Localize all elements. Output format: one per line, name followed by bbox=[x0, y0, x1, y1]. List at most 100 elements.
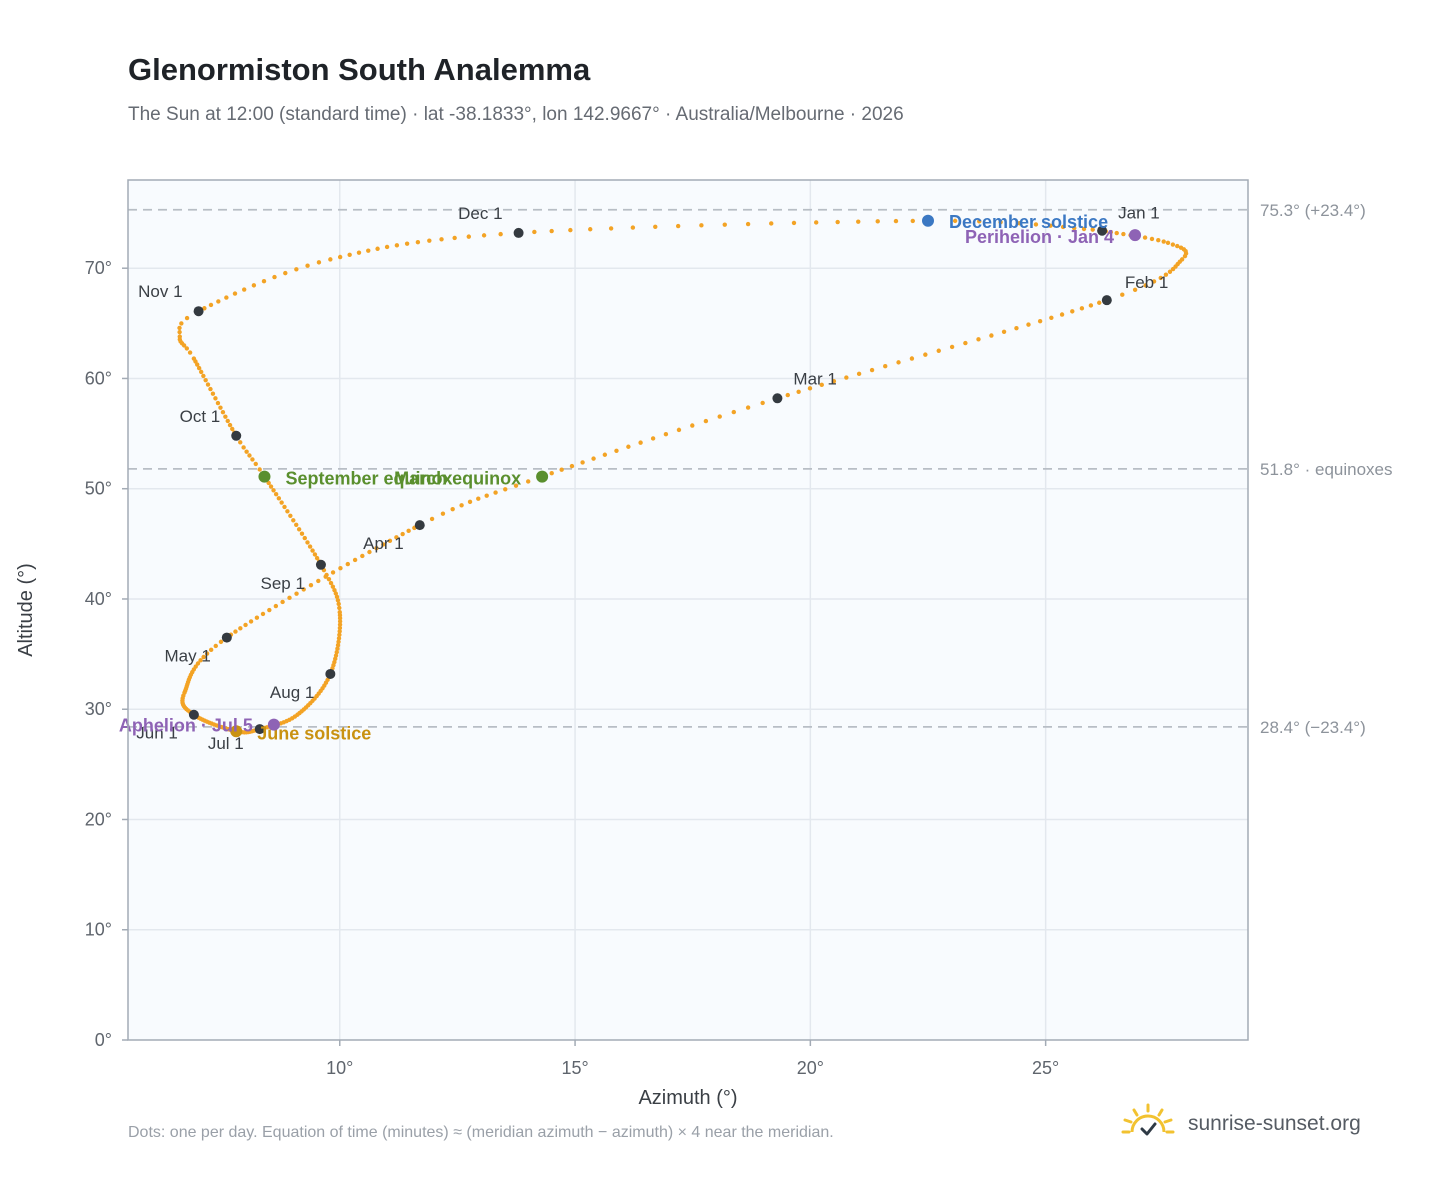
y-axis-label: Altitude (°) bbox=[15, 563, 37, 657]
month-marker-label: Dec 1 bbox=[458, 204, 502, 223]
daily-dot bbox=[630, 225, 636, 230]
daily-dot bbox=[251, 283, 257, 288]
daily-dot bbox=[910, 218, 915, 224]
daily-dot bbox=[305, 540, 310, 545]
daily-dot bbox=[923, 352, 928, 357]
daily-dot bbox=[807, 386, 813, 391]
daily-dot bbox=[333, 656, 338, 662]
reference-line-label: 75.3° (+23.4°) bbox=[1260, 201, 1366, 220]
daily-dot bbox=[1070, 309, 1075, 314]
daily-dot bbox=[177, 334, 182, 339]
daily-dot bbox=[869, 367, 875, 373]
daily-dot bbox=[336, 636, 342, 641]
daily-dot bbox=[308, 582, 314, 588]
daily-dot bbox=[335, 598, 341, 603]
daily-dot bbox=[1114, 230, 1119, 236]
month-marker-point bbox=[188, 709, 199, 720]
chart-subtitle: The Sun at 12:00 (standard time) · lat -… bbox=[128, 104, 904, 125]
y-tick-label: 10° bbox=[85, 920, 112, 940]
daily-dot bbox=[467, 499, 473, 505]
daily-dot bbox=[856, 371, 862, 377]
daily-dot bbox=[650, 436, 656, 441]
daily-dot bbox=[215, 400, 221, 406]
daily-dot bbox=[337, 632, 342, 637]
month-marker-label: Jul 1 bbox=[208, 734, 244, 753]
daily-dot bbox=[241, 445, 246, 450]
daily-dot bbox=[337, 619, 343, 624]
daily-dot bbox=[452, 235, 457, 241]
daily-dot bbox=[484, 493, 489, 498]
daily-dot bbox=[1037, 318, 1043, 324]
daily-dot bbox=[208, 302, 214, 308]
daily-dot bbox=[703, 418, 709, 424]
month-marker-label: Jun 1 bbox=[136, 724, 178, 743]
daily-dot bbox=[280, 599, 285, 605]
brand-name: sunrise-sunset.org bbox=[1188, 1112, 1361, 1135]
x-axis-label: Azimuth (°) bbox=[638, 1087, 737, 1109]
month-marker-point bbox=[254, 724, 265, 735]
footnote: Dots: one per day. Equation of time (min… bbox=[128, 1124, 834, 1141]
daily-dot bbox=[337, 629, 342, 634]
daily-dot bbox=[976, 337, 981, 342]
daily-dot bbox=[1033, 222, 1039, 227]
daily-dot bbox=[294, 522, 299, 527]
daily-dot bbox=[998, 219, 1003, 225]
daily-dot bbox=[213, 643, 218, 649]
event-marker-point bbox=[1129, 229, 1142, 242]
daily-dot bbox=[330, 570, 336, 575]
month-marker-point bbox=[325, 668, 336, 679]
daily-dot bbox=[525, 479, 531, 484]
daily-dot bbox=[332, 587, 337, 593]
daily-dot bbox=[1170, 266, 1176, 272]
daily-dot bbox=[276, 496, 282, 501]
month-marker-point bbox=[315, 559, 326, 570]
daily-dot bbox=[247, 453, 252, 458]
daily-dot bbox=[248, 619, 254, 624]
daily-dot bbox=[394, 535, 399, 540]
daily-dot bbox=[1163, 272, 1169, 277]
daily-dot bbox=[337, 605, 342, 611]
event-marker-label: December solstice bbox=[949, 212, 1108, 232]
daily-dot bbox=[220, 410, 226, 415]
daily-dot bbox=[324, 572, 329, 578]
daily-dot bbox=[201, 654, 206, 660]
brand[interactable]: sunrise-sunset.org bbox=[1120, 1103, 1361, 1144]
daily-dot bbox=[653, 224, 658, 229]
daily-dot bbox=[608, 226, 614, 231]
daily-dot bbox=[400, 531, 405, 537]
daily-dot bbox=[949, 344, 955, 350]
daily-dot bbox=[503, 487, 508, 492]
month-marker-point bbox=[513, 227, 524, 238]
daily-dot bbox=[1017, 221, 1022, 226]
daily-dot bbox=[796, 389, 801, 394]
month-marker-label: Feb 1 bbox=[1125, 273, 1168, 292]
daily-dot bbox=[253, 461, 258, 467]
event-marker-point bbox=[267, 718, 280, 731]
daily-dot bbox=[347, 252, 352, 257]
y-tick-label: 50° bbox=[85, 479, 112, 499]
daily-dot bbox=[238, 440, 243, 445]
event-marker-point bbox=[258, 470, 271, 483]
daily-dot bbox=[360, 553, 365, 559]
month-marker-point bbox=[1097, 225, 1108, 236]
daily-dot bbox=[334, 594, 340, 600]
daily-dot bbox=[291, 518, 296, 523]
daily-dot bbox=[335, 646, 340, 651]
daily-dot bbox=[1097, 300, 1102, 305]
event-marker-label: September equinox bbox=[285, 469, 452, 489]
daily-dot bbox=[722, 222, 727, 227]
daily-dot bbox=[745, 405, 751, 410]
daily-dot bbox=[760, 400, 765, 406]
x-tick-label: 25° bbox=[1032, 1058, 1059, 1078]
daily-dot bbox=[513, 483, 519, 488]
daily-dot bbox=[813, 220, 819, 225]
daily-dot bbox=[337, 254, 343, 260]
daily-dot bbox=[745, 221, 751, 227]
month-marker-point bbox=[1101, 295, 1112, 306]
daily-dot bbox=[336, 639, 341, 644]
y-tick-label: 40° bbox=[85, 589, 112, 609]
daily-dot bbox=[202, 306, 207, 311]
daily-dot bbox=[312, 552, 318, 557]
daily-dot bbox=[261, 279, 267, 284]
plot-frame bbox=[127, 179, 1249, 1041]
